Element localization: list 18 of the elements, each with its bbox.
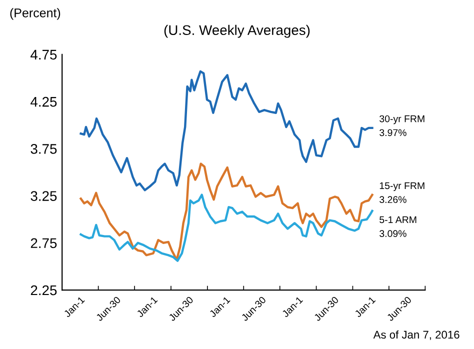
line-series (80, 70, 374, 192)
y-tick-label: 3.75 (30, 144, 57, 154)
y-tick-label: 2.75 (30, 238, 57, 248)
series-label: 15-yr FRM (380, 182, 424, 192)
series-label: 30-yr FRM (380, 115, 424, 124)
y-tick-label: 4.75 (30, 50, 57, 60)
text: As of Jan 7, 2016 (373, 330, 460, 340)
line-series (80, 194, 374, 262)
y-tick-label: 4.25 (30, 96, 57, 107)
y-axis-title: (Percent) (10, 8, 60, 20)
y-tick-label: 3.25 (30, 191, 57, 201)
series-label: 5-1 ARM (380, 216, 416, 224)
line-series (80, 162, 374, 261)
data-label: 3.09% (380, 230, 406, 238)
data-label: 3.26% (380, 196, 406, 204)
chart-subtitle: (U.S. Weekly Averages) (164, 24, 310, 38)
data-label: 3.97% (380, 129, 406, 136)
y-tick-label: 2.25 (30, 285, 57, 296)
